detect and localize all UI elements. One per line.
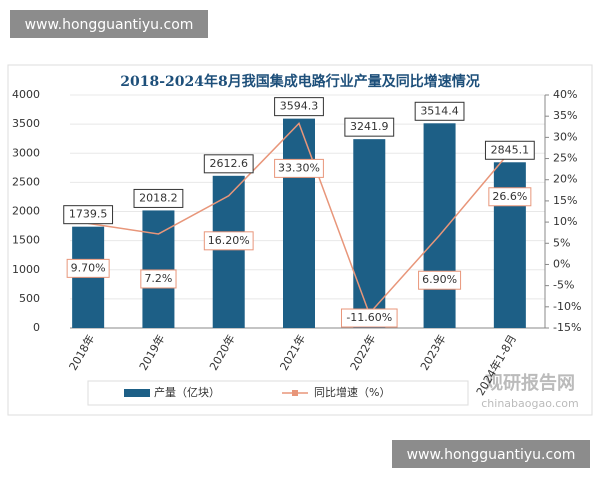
y-tick-label: 1500 xyxy=(12,234,40,247)
watermark-box xyxy=(392,440,590,468)
bar-value-label: 3594.3 xyxy=(280,100,319,113)
bar-value-label: 3241.9 xyxy=(350,120,389,133)
y-tick-label: 3500 xyxy=(12,117,40,130)
bar xyxy=(283,118,315,329)
line-value-label-box xyxy=(66,258,110,278)
bar-value-label: 2018.2 xyxy=(139,191,178,204)
line-value-label: 7.2% xyxy=(144,272,172,285)
line-value-label-box xyxy=(203,231,254,251)
bar-value-label-box xyxy=(414,101,465,121)
watermark: www.hongguantiyu.com xyxy=(25,17,194,33)
bar-value-label: 2612.6 xyxy=(209,157,248,170)
watermark: www.hongguantiyu.com xyxy=(407,447,576,463)
logo-url: chinabaogao.com xyxy=(481,397,579,410)
line-value-label: 6.90% xyxy=(422,273,457,286)
watermark-box xyxy=(10,10,208,38)
bar-value-label: 3514.4 xyxy=(420,104,459,117)
line-value-label-box xyxy=(340,308,398,328)
y-tick-label: 0 xyxy=(33,321,40,334)
line-value-label: -11.60% xyxy=(346,311,392,324)
bar-value-label: 1739.5 xyxy=(69,208,108,221)
legend-frame xyxy=(87,380,469,406)
bar-value-label-box xyxy=(484,140,535,160)
bar xyxy=(493,162,526,328)
chart-title: 2018-2024年8月我国集成电路行业产量及同比增速情况 xyxy=(120,73,479,90)
bar xyxy=(212,175,245,328)
bar xyxy=(353,139,386,328)
y2-tick-label: 5% xyxy=(553,236,570,249)
line-value-label-box xyxy=(488,187,532,207)
legend-label: 同比增速（%） xyxy=(314,385,390,399)
y2-tick-label: 15% xyxy=(553,194,577,207)
y2-tick-label: -10% xyxy=(553,300,581,313)
y2-tick-label: 25% xyxy=(553,152,577,165)
y2-tick-label: -5% xyxy=(553,279,574,292)
line-value-label: 9.70% xyxy=(71,261,106,274)
y2-tick-label: -15% xyxy=(553,321,581,334)
y-tick-label: 2500 xyxy=(12,175,40,188)
y-tick-label: 4000 xyxy=(12,88,40,101)
legend-swatch xyxy=(124,389,150,397)
y-tick-label: 2000 xyxy=(12,205,40,218)
legend-label: 产量（亿块） xyxy=(154,385,220,399)
line-value-label-box xyxy=(140,269,177,289)
bar xyxy=(142,210,175,328)
line-value-label: 16.20% xyxy=(208,234,250,247)
bar-value-label: 2845.1 xyxy=(491,143,530,156)
y2-tick-label: 40% xyxy=(553,88,577,101)
chart-frame xyxy=(7,64,593,416)
y2-tick-label: 20% xyxy=(553,173,577,186)
line-value-label-box xyxy=(418,270,462,290)
bar-value-label-box xyxy=(203,154,254,174)
y2-tick-label: 0% xyxy=(553,257,570,270)
y2-tick-label: 30% xyxy=(553,130,577,143)
legend-marker xyxy=(292,390,298,396)
bar xyxy=(423,123,456,329)
bar-value-label-box xyxy=(344,117,395,137)
line-value-label: 33.30% xyxy=(278,161,320,174)
y2-tick-label: 10% xyxy=(553,215,577,228)
y2-tick-label: 35% xyxy=(553,109,577,122)
y-tick-label: 1000 xyxy=(12,263,40,276)
bar-value-label-box xyxy=(274,97,324,117)
bar-value-label-box xyxy=(63,205,114,225)
y-tick-label: 500 xyxy=(19,292,40,305)
line-value-label-box xyxy=(274,158,324,178)
y-tick-label: 3000 xyxy=(12,146,40,159)
line xyxy=(88,122,511,316)
bar-value-label-box xyxy=(133,188,184,208)
line-value-label: 26.6% xyxy=(492,190,527,203)
logo: 观研报告网 xyxy=(485,372,575,394)
